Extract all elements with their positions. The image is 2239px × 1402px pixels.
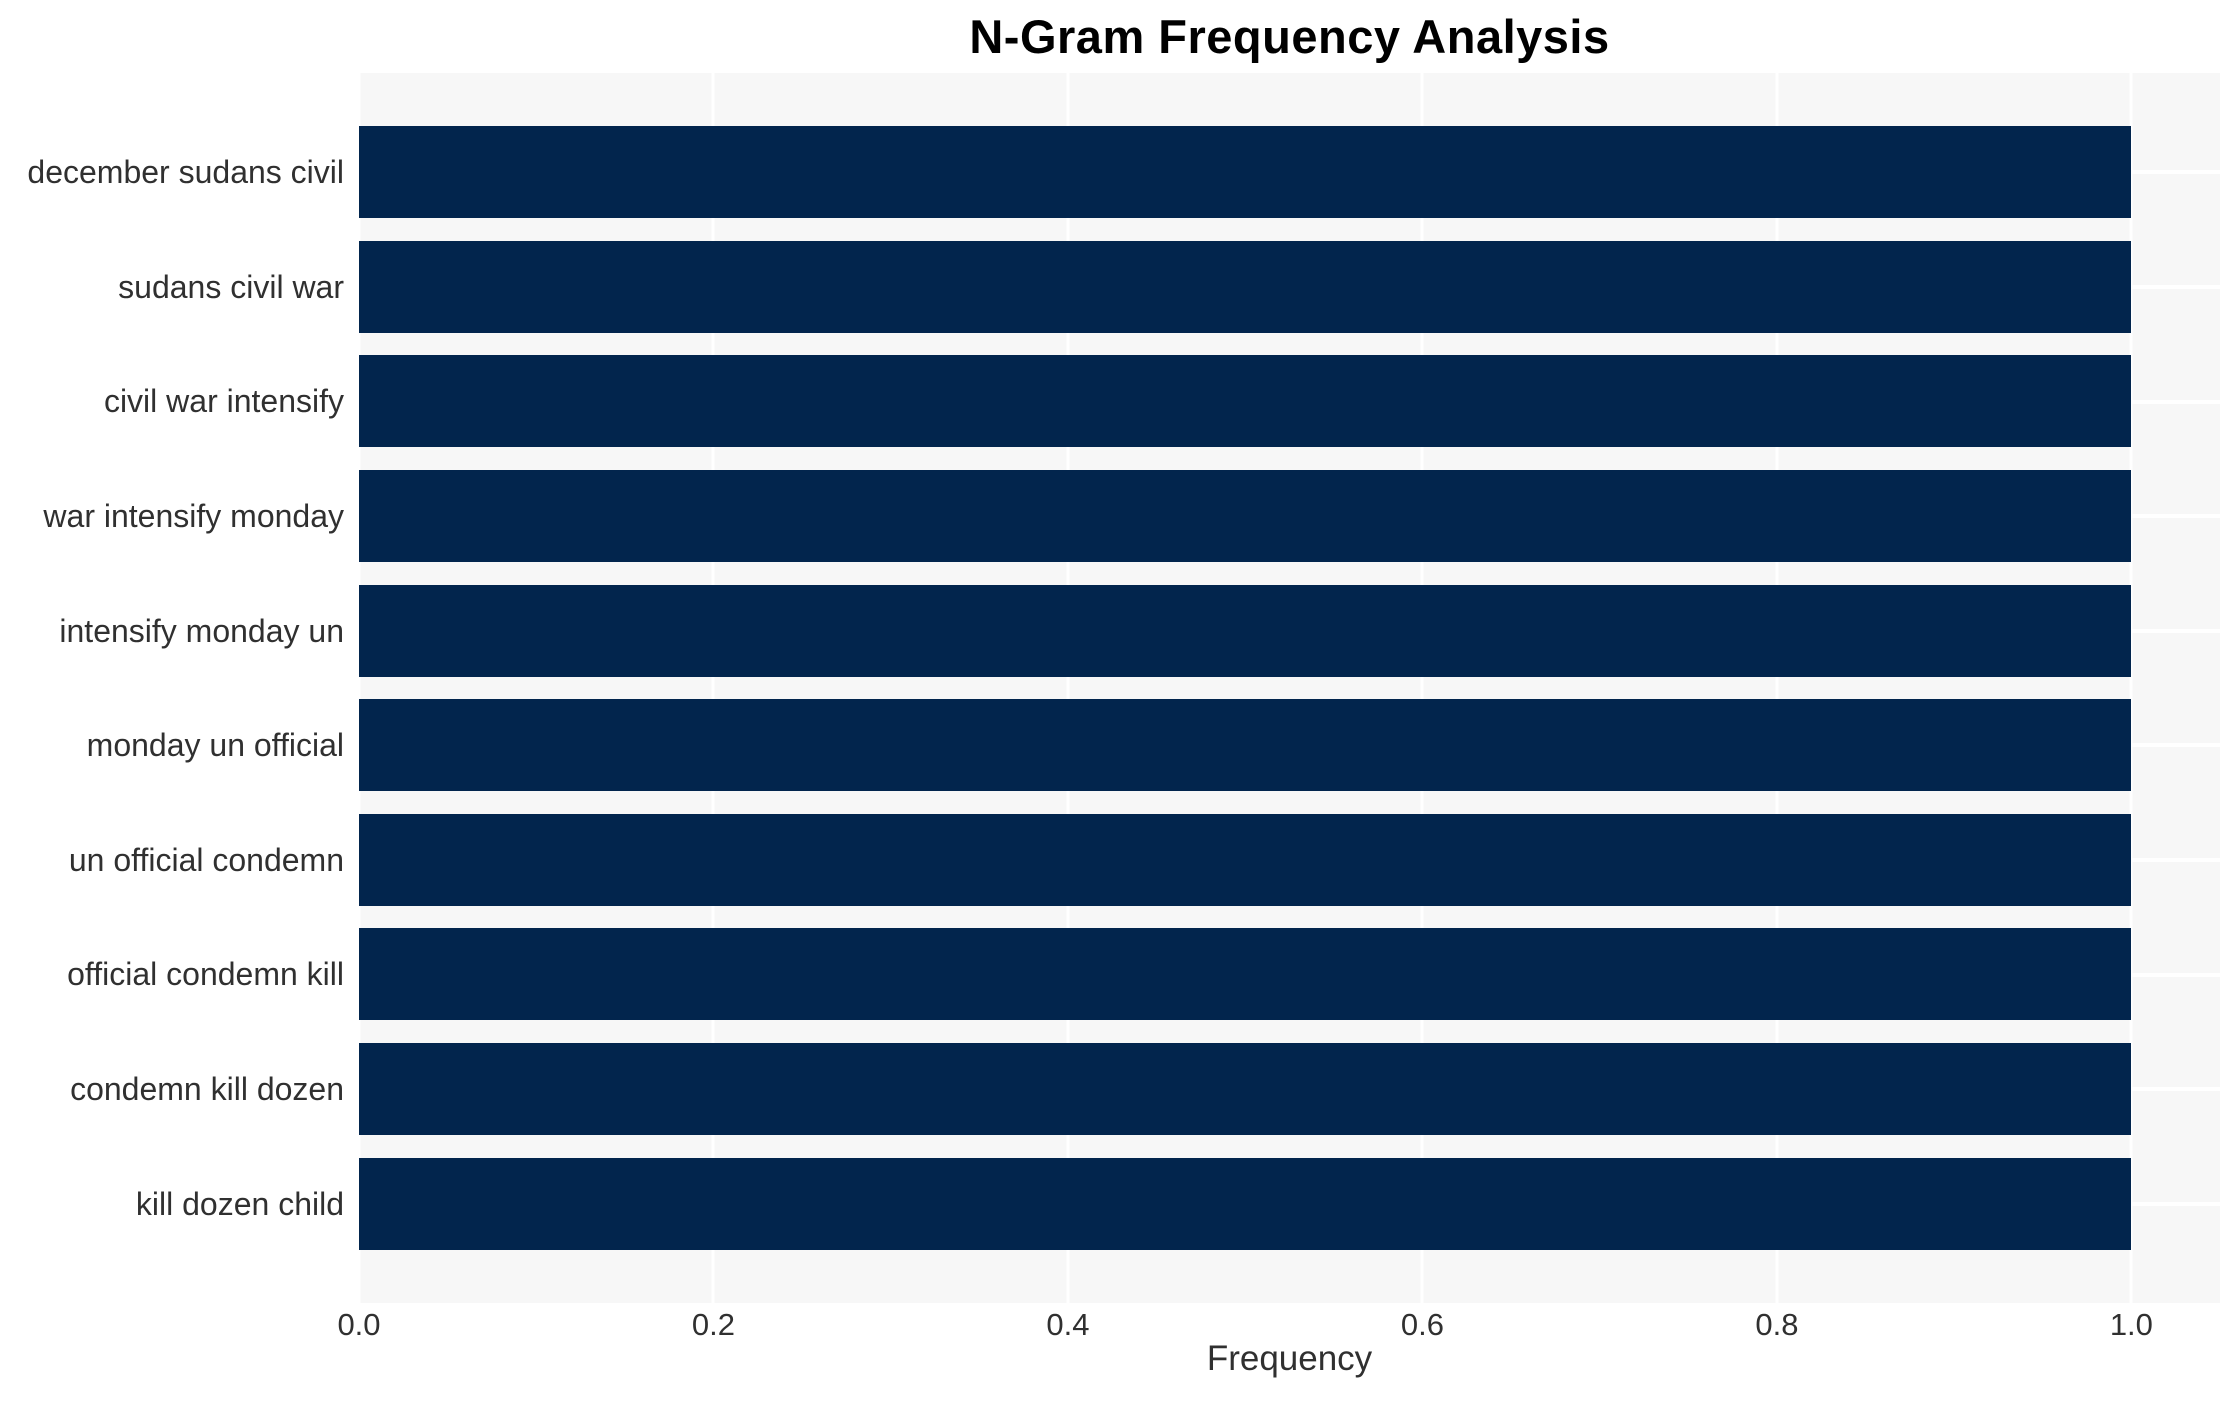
y-tick-label: official condemn kill xyxy=(67,956,344,993)
bar xyxy=(359,470,2132,563)
bar xyxy=(359,1157,2132,1250)
x-tick-label: 0.8 xyxy=(1755,1307,1799,1342)
x-tick-label: 0.0 xyxy=(337,1307,381,1342)
x-gridline xyxy=(357,73,361,1303)
y-tick-label: condemn kill dozen xyxy=(70,1071,344,1108)
bar-row: civil war intensify xyxy=(0,344,2220,459)
y-tick-label: war intensify monday xyxy=(43,498,344,535)
bar-row: december sudans civil xyxy=(0,115,2220,230)
x-tick-label: 0.4 xyxy=(1046,1307,1090,1342)
bar xyxy=(359,126,2132,219)
bar-track xyxy=(359,1146,2220,1261)
bar-track xyxy=(359,917,2220,1032)
y-tick-label: kill dozen child xyxy=(135,1185,344,1222)
bar-track xyxy=(359,459,2220,574)
bar-track xyxy=(359,803,2220,918)
bar-track xyxy=(359,230,2220,345)
y-tick-label: intensify monday un xyxy=(59,612,344,649)
x-axis-ticks: 0.0 0.2 0.4 0.6 0.8 1.0 xyxy=(337,1306,2220,1348)
x-tick-label: 1.0 xyxy=(2109,1307,2153,1342)
x-axis-label: Frequency xyxy=(1206,1339,1373,1378)
x-gridline xyxy=(2129,73,2133,1303)
bar-row: un official condemn xyxy=(0,803,2220,918)
bar-row: kill dozen child xyxy=(0,1146,2220,1261)
x-gridline xyxy=(1420,73,1424,1303)
bar-track xyxy=(359,344,2220,459)
bar-row: war intensify monday xyxy=(0,459,2220,574)
bar xyxy=(359,699,2132,792)
bar-track xyxy=(359,115,2220,230)
y-tick-label: civil war intensify xyxy=(103,383,344,420)
bar xyxy=(359,928,2132,1021)
bar-row: condemn kill dozen xyxy=(0,1032,2220,1147)
y-tick-label: monday un official xyxy=(86,727,344,764)
bar-row: monday un official xyxy=(0,688,2220,803)
bars-layer: december sudans civil sudans civil war c… xyxy=(0,73,2220,1303)
x-gridline xyxy=(1775,73,1779,1303)
y-tick-label: sudans civil war xyxy=(118,268,344,305)
bar xyxy=(359,1043,2132,1136)
bar xyxy=(359,813,2132,906)
x-gridline xyxy=(711,73,715,1303)
bar-row: sudans civil war xyxy=(0,230,2220,345)
chart-title: N-Gram Frequency Analysis xyxy=(969,10,1610,63)
bar-row: intensify monday un xyxy=(0,573,2220,688)
x-gridline xyxy=(1066,73,1070,1303)
bar xyxy=(359,584,2132,677)
bar-track xyxy=(359,573,2220,688)
bar-track xyxy=(359,688,2220,803)
bar xyxy=(359,355,2132,448)
y-tick-label: december sudans civil xyxy=(27,154,344,191)
bar-track xyxy=(359,1032,2220,1147)
x-tick-label: 0.2 xyxy=(691,1307,736,1342)
bar xyxy=(359,240,2132,333)
y-tick-label: un official condemn xyxy=(68,841,344,878)
bar-row: official condemn kill xyxy=(0,917,2220,1032)
x-tick-label: 0.6 xyxy=(1400,1307,1444,1342)
